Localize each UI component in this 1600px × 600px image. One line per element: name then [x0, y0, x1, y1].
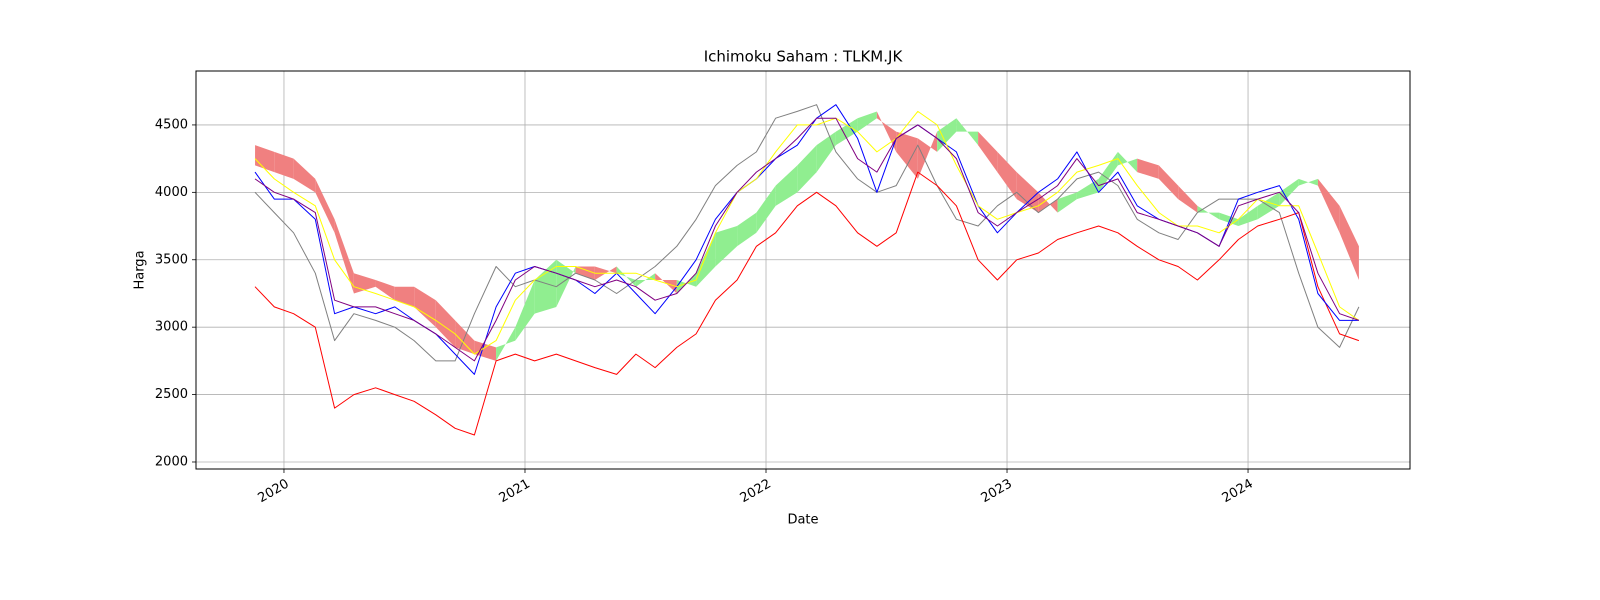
- y-tick-label: 2000: [155, 454, 188, 469]
- cloud-segment: [315, 178, 335, 233]
- cloud-segment: [255, 145, 275, 173]
- price-line: [254, 110, 1360, 355]
- cloud-segment: [1219, 212, 1239, 227]
- cloud-segment: [956, 118, 979, 146]
- cloud-segment: [1339, 205, 1359, 280]
- price-line: [254, 104, 1359, 375]
- cloud-segment: [1076, 178, 1099, 200]
- cloud-segment: [375, 279, 395, 301]
- cloud-segment: [334, 219, 354, 294]
- cloud-segment: [594, 266, 617, 280]
- cloud-segment: [1038, 192, 1058, 213]
- y-tick-label: 3000: [155, 320, 188, 335]
- cloud-segment: [1238, 205, 1258, 227]
- cloud-segment: [1117, 151, 1138, 173]
- cloud-segment: [816, 131, 836, 173]
- cloud-segment: [394, 286, 415, 307]
- cloud-segment: [997, 151, 1017, 200]
- chart-title: Ichimoku Saham : TLKM.JK: [704, 48, 904, 66]
- price-line: [254, 171, 1360, 436]
- cloud-segment: [635, 273, 656, 287]
- price-line: [254, 104, 1360, 362]
- cloud-segment: [696, 232, 716, 287]
- cloud-segment: [1158, 165, 1179, 200]
- cloud-segment: [515, 279, 535, 341]
- cloud-segment: [556, 259, 576, 307]
- cloud-segment: [917, 131, 938, 179]
- cloud-segment: [1098, 151, 1118, 193]
- cloud-segment: [1178, 185, 1198, 213]
- plot-area: [196, 71, 1410, 469]
- cloud-segment: [496, 327, 516, 361]
- cloud-segment: [715, 226, 738, 267]
- price-line: [254, 117, 1360, 362]
- cloud-segment: [274, 151, 294, 179]
- y-tick-label: 2500: [155, 387, 188, 402]
- cloud-segment: [1279, 178, 1299, 206]
- cloud-segment: [1197, 205, 1220, 220]
- cloud-segment: [1317, 178, 1340, 233]
- cloud-segment: [737, 212, 757, 247]
- cloud-segment: [756, 185, 776, 233]
- axes-frame: [195, 70, 1411, 470]
- cloud-segment: [1137, 158, 1159, 179]
- x-tick-label: 2021: [497, 477, 533, 507]
- cloud-segment: [474, 340, 497, 361]
- x-tick-label: 2023: [979, 477, 1015, 507]
- cloud-segment: [835, 118, 858, 146]
- cloud-segment: [616, 266, 636, 287]
- y-tick-label: 4000: [155, 185, 188, 200]
- cloud-segment: [797, 145, 817, 193]
- cloud-segment: [937, 118, 957, 152]
- x-tick-label: 2024: [1220, 477, 1256, 507]
- cloud-segment: [1298, 178, 1318, 186]
- cloud-segment: [876, 111, 897, 152]
- cloud-segment: [896, 131, 918, 179]
- cloud-segment: [978, 131, 998, 173]
- cloud-segment: [534, 259, 557, 314]
- x-tick-label: 2022: [738, 477, 774, 507]
- cloud-segment: [435, 300, 456, 348]
- cloud-segment: [414, 286, 436, 328]
- y-tick-label: 3500: [155, 252, 188, 267]
- cloud-segment: [575, 266, 595, 280]
- cloud-segment: [775, 165, 798, 206]
- cloud-segment: [1057, 192, 1077, 213]
- x-tick-label: 2020: [256, 477, 292, 507]
- x-axis-label: Date: [787, 513, 818, 528]
- y-tick-label: 4500: [155, 117, 188, 132]
- cloud-segment: [293, 158, 316, 193]
- cloud-segment: [857, 111, 877, 132]
- y-axis-label: Harga: [133, 250, 148, 289]
